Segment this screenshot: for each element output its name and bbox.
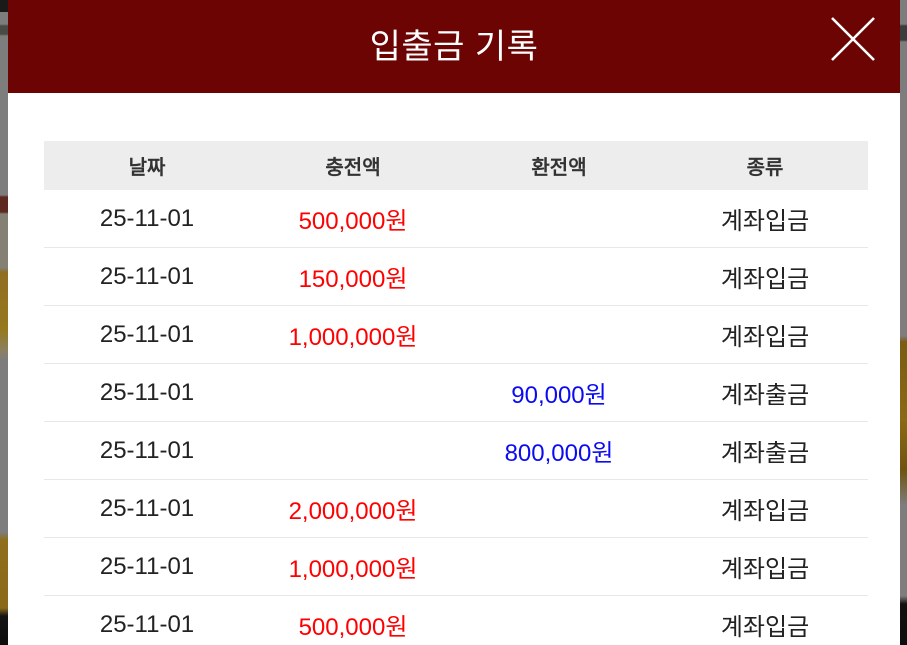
cell-type: 계좌입금 [720,556,810,583]
modal-title: 입출금 기록 [369,28,539,66]
cell-type: 계좌입금 [720,208,810,235]
transaction-history-modal: 입출금 기록 날짜 충전액 환전액 종류 25-11-01 500,000원 계좌입… [8,0,900,645]
dimmed-page-right-edge [900,0,907,645]
cell-type: 계좌입금 [720,614,810,641]
table-row: 25-11-01 800,000원 계좌출금 [44,422,868,480]
cell-type: 계좌출금 [720,440,810,467]
table-row: 25-11-01 500,000원 계좌입금 [44,190,868,248]
table-row: 25-11-01 90,000원 계좌출금 [44,364,868,422]
table-row: 25-11-01 500,000원 계좌입금 [44,596,868,645]
cell-date: 25-11-01 [99,262,195,290]
cell-withdrawal: 800,000원 [504,440,614,467]
cell-deposit: 500,000원 [298,208,408,235]
cell-date: 25-11-01 [99,494,195,522]
cell-deposit: 2,000,000원 [288,498,418,525]
cell-deposit: 1,000,000원 [288,556,418,583]
modal-header: 입출금 기록 [8,0,900,93]
close-icon [831,17,875,61]
cell-type: 계좌입금 [720,324,810,351]
cell-date: 25-11-01 [99,610,195,638]
table-header-row: 날짜 충전액 환전액 종류 [44,141,868,190]
cell-date: 25-11-01 [99,204,195,232]
table-row: 25-11-01 1,000,000원 계좌입금 [44,538,868,596]
cell-deposit: 150,000원 [298,266,408,293]
transaction-table-body: 25-11-01 500,000원 계좌입금 25-11-01 150,000원 계좌입금… [44,190,868,645]
cell-date: 25-11-01 [99,320,195,348]
cell-deposit: 1,000,000원 [288,324,418,351]
cell-deposit: 500,000원 [298,614,408,641]
column-header-type: 종류 [746,157,784,179]
column-header-date: 날짜 [128,157,166,179]
transaction-table: 날짜 충전액 환전액 종류 25-11-01 500,000원 계좌입금 25-11-… [44,141,868,645]
cell-date: 25-11-01 [99,378,195,406]
cell-type: 계좌입금 [720,498,810,525]
dimmed-page-left-edge [0,0,8,645]
column-header-deposit: 충전액 [325,157,381,179]
close-button[interactable] [828,13,878,65]
cell-type: 계좌출금 [720,382,810,409]
cell-type: 계좌입금 [720,266,810,293]
table-row: 25-11-01 150,000원 계좌입금 [44,248,868,306]
cell-withdrawal: 90,000원 [511,382,607,409]
cell-date: 25-11-01 [99,552,195,580]
cell-date: 25-11-01 [99,436,195,464]
table-row: 25-11-01 2,000,000원 계좌입금 [44,480,868,538]
column-header-withdrawal: 환전액 [531,157,587,179]
table-row: 25-11-01 1,000,000원 계좌입금 [44,306,868,364]
